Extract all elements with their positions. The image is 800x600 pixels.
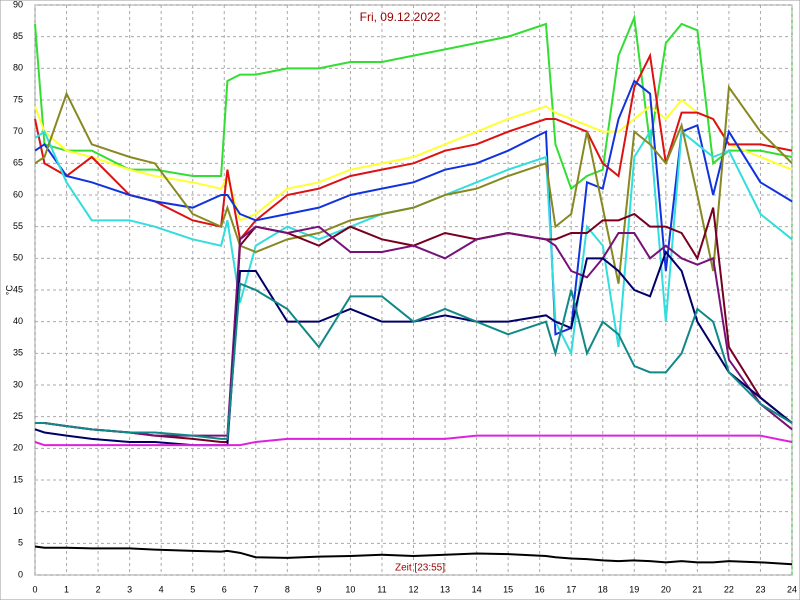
y-tick-label: 65 <box>13 158 23 168</box>
y-tick-label: 55 <box>13 221 23 231</box>
x-tick-label: 17 <box>566 584 576 594</box>
x-tick-label: 10 <box>345 584 355 594</box>
x-tick-label: 3 <box>127 584 132 594</box>
series-line <box>35 282 793 440</box>
x-tick-label: 7 <box>253 584 258 594</box>
y-tick-label: 35 <box>13 348 23 358</box>
x-tick-label: 5 <box>190 584 195 594</box>
series-line <box>34 52 793 242</box>
series-line <box>35 225 793 437</box>
x-tick-label: 21 <box>692 584 702 594</box>
x-tick-label: 23 <box>755 584 765 594</box>
x-tick-label: 22 <box>724 584 734 594</box>
y-tick-label: 70 <box>13 126 23 136</box>
series-line <box>34 545 793 566</box>
y-tick-label: 85 <box>13 31 23 41</box>
series-line <box>34 79 793 336</box>
x-tick-label: 19 <box>629 584 639 594</box>
x-tick-label: 14 <box>472 584 482 594</box>
x-tick-label: 20 <box>661 584 671 594</box>
y-tick-label: 45 <box>13 284 23 294</box>
y-tick-label: 50 <box>13 253 23 263</box>
x-tick-label: 4 <box>159 584 164 594</box>
chart-title: Fri, 09.12.2022 <box>360 10 441 24</box>
x-tick-label: 11 <box>377 584 386 594</box>
y-tick-label: 0 <box>18 569 23 579</box>
x-tick-label: 8 <box>285 584 290 594</box>
y-tick-label: 90 <box>13 0 23 9</box>
y-tick-label: 10 <box>13 506 23 516</box>
y-tick-label: 60 <box>13 189 23 199</box>
y-tick-label: 5 <box>18 538 23 548</box>
series-line <box>34 13 793 191</box>
y-tick-label: 20 <box>13 443 23 453</box>
x-tick-label: 2 <box>96 584 101 594</box>
lines <box>34 13 793 566</box>
y-tick-label: 25 <box>13 411 23 421</box>
x-tick-label: 9 <box>316 584 321 594</box>
series-line <box>34 84 793 284</box>
x-tick-label: 1 <box>64 584 69 594</box>
series-line <box>35 207 793 443</box>
x-tick-label: 24 <box>787 584 797 594</box>
x-tick-label: 12 <box>408 584 418 594</box>
y-tick-label: 30 <box>13 379 23 389</box>
series-line <box>34 434 793 447</box>
x-tick-label: 13 <box>440 584 450 594</box>
y-tick-label: 75 <box>13 94 23 104</box>
y-tick-label: 15 <box>13 474 23 484</box>
x-tick-label: 16 <box>535 584 545 594</box>
series-line <box>34 98 793 222</box>
series-line <box>34 250 793 447</box>
series-line <box>34 128 793 357</box>
x-tick-label: 18 <box>598 584 608 594</box>
x-tick-label: 15 <box>503 584 513 594</box>
x-axis-label: Zeit [23:55] <box>395 563 445 574</box>
y-axis-label: °C <box>4 284 14 295</box>
x-tick-label: 0 <box>32 584 37 594</box>
y-tick-label: 80 <box>13 63 23 73</box>
x-tick-label: 6 <box>222 584 227 594</box>
y-tick-label: 40 <box>13 316 23 326</box>
